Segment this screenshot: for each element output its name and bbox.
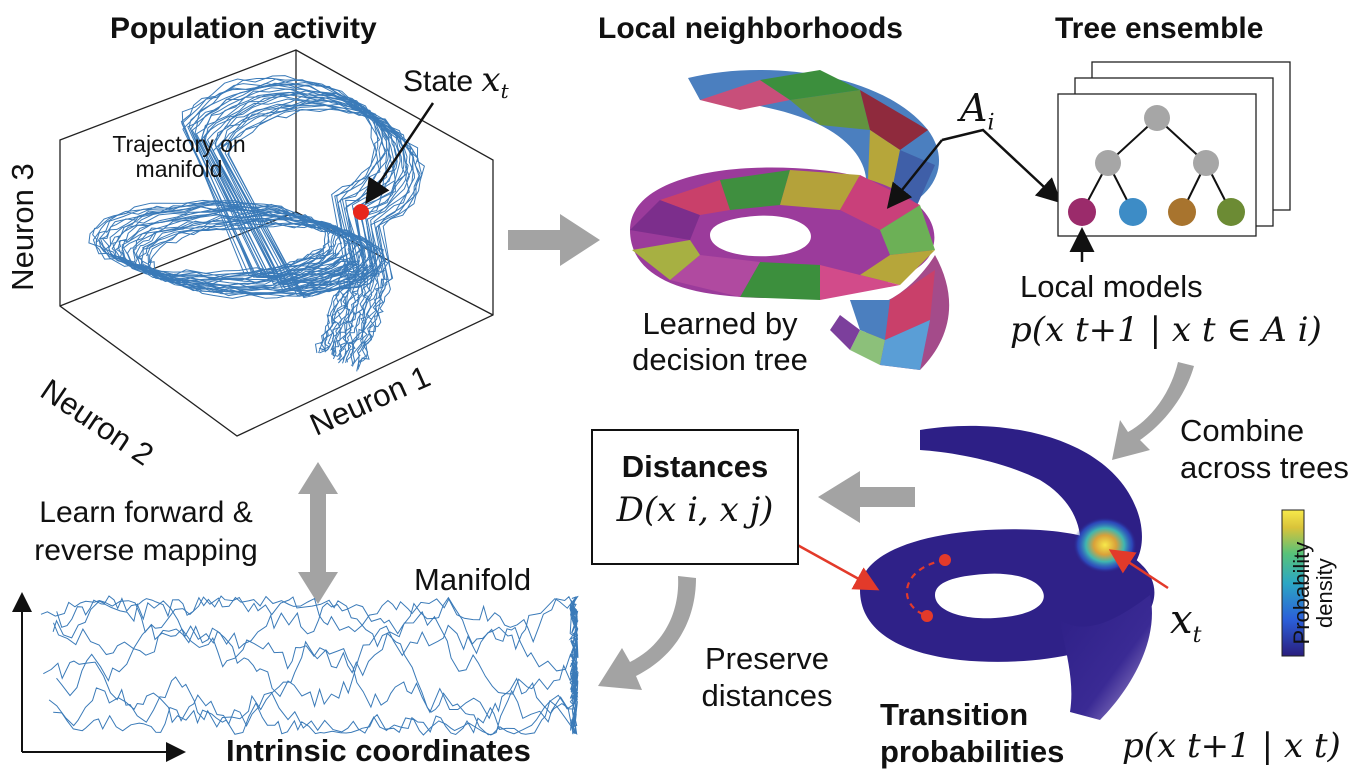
transition-title: Transition probabilities <box>880 696 1064 770</box>
region-label: Ai <box>960 86 995 136</box>
title-population-activity: Population activity <box>110 12 377 45</box>
trajectory-intrinsic-strand <box>56 596 579 709</box>
state-dot <box>353 204 369 220</box>
preserve-label: Preserve distances <box>692 640 842 714</box>
manifold-label: Manifold <box>414 562 532 597</box>
preserve-line1: Preserve <box>704 641 830 676</box>
learn-mapping-label: Learn forward & reverse mapping <box>12 494 280 569</box>
trajectory-3d-strand <box>137 101 416 367</box>
tree-leaf-node-3 <box>1168 198 1196 226</box>
combine-line1: Combine <box>1180 413 1305 448</box>
distances-box <box>591 429 799 565</box>
transition-formula: p(x t+1 | x t) <box>1122 726 1341 766</box>
title-local-neighborhoods: Local neighborhoods <box>598 12 903 45</box>
xt-sub: t <box>1192 623 1202 648</box>
region-arrow-left <box>886 139 943 209</box>
trajectory-3d-strand <box>115 90 398 357</box>
trajectory-3d-strand <box>147 108 425 370</box>
trajectory-label: Trajectory on manifold <box>86 131 272 183</box>
trajectory-intrinsic <box>40 595 579 736</box>
trajectory-3d-strand <box>132 96 410 364</box>
trajectory-3d-strand <box>92 78 379 351</box>
learned-by-label: Learned by decision tree <box>606 306 834 377</box>
3d-axes-box <box>59 49 494 437</box>
trajectory-intrinsic-strand <box>43 640 579 731</box>
combine-label: Combine across trees <box>1180 412 1349 486</box>
learned-by-line1: Learned by <box>642 306 798 341</box>
tree-root-node <box>1144 105 1170 131</box>
tree-leaf-node-4 <box>1217 198 1245 226</box>
trajectory-3d-strand <box>148 107 423 367</box>
trajectory-intrinsic-strand <box>53 596 579 736</box>
trajectory-intrinsic-strand <box>52 595 579 699</box>
combine-line2: across trees <box>1180 450 1349 486</box>
region-sub: i <box>987 110 995 136</box>
arrow-preserve <box>598 576 696 690</box>
tree-internal-node-right <box>1193 150 1219 176</box>
colorbar-label: Probability density <box>1288 498 1337 688</box>
xt-red-arrow <box>1108 549 1169 590</box>
learned-by-line2: decision tree <box>632 341 808 377</box>
trajectory-label-line2: manifold <box>135 156 223 183</box>
trajectory-3d <box>88 75 425 372</box>
arrow-to-neighborhoods <box>508 214 600 266</box>
point-xj <box>921 610 933 622</box>
title-tree-ensemble: Tree ensemble <box>1055 12 1264 45</box>
xt-var: x <box>1170 597 1193 643</box>
arrow-combine <box>1112 362 1194 460</box>
state-arrow <box>365 102 435 205</box>
trajectory-label-line1: Trajectory on <box>112 131 246 157</box>
preserve-line2: distances <box>701 678 833 714</box>
intrinsic-coordinates-label: Intrinsic coordinates <box>226 733 531 768</box>
transition-title-line1: Transition <box>880 697 1029 732</box>
trajectory-intrinsic-strand <box>53 677 579 736</box>
learn-mapping-line2: reverse mapping <box>34 533 258 567</box>
region-symbol: A <box>960 86 988 130</box>
axis-neuron3: Neuron 3 <box>4 163 40 291</box>
colorbar-label-line2: density <box>1312 558 1337 628</box>
distances-formula: D(x i, x j) <box>616 490 774 530</box>
point-xi <box>939 554 951 566</box>
transition-manifold <box>860 425 1155 720</box>
xt-label: xt <box>1170 598 1201 648</box>
state-sub: t <box>500 79 509 103</box>
trajectory-3d-strand <box>101 84 388 352</box>
colorbar <box>1281 509 1305 657</box>
local-models-label: Local models <box>1020 269 1203 304</box>
state-prefix: State <box>403 65 474 98</box>
tree-ensemble <box>1057 61 1291 237</box>
region-arrow-right <box>941 128 1062 204</box>
learn-mapping-line1: Learn forward & <box>39 496 253 529</box>
state-var: x <box>481 60 501 100</box>
distance-path <box>905 558 946 618</box>
arrow-forward-reverse <box>298 462 338 604</box>
tree-internal-node-left <box>1095 150 1121 176</box>
state-label: State xt <box>403 60 509 103</box>
transition-title-line2: probabilities <box>880 734 1065 770</box>
distances-title: Distances <box>621 449 769 484</box>
neighborhood-manifold <box>630 69 950 370</box>
colorbar-label-line1: Probability <box>1288 541 1314 645</box>
arrow-to-distances <box>818 471 915 523</box>
tree-leaf-node-1 <box>1068 198 1096 226</box>
trajectory-intrinsic-strand <box>56 596 579 697</box>
local-models-formula: p(x t+1 | x t ∈ A i) <box>1010 310 1322 350</box>
tree-leaf-node-2 <box>1119 198 1147 226</box>
